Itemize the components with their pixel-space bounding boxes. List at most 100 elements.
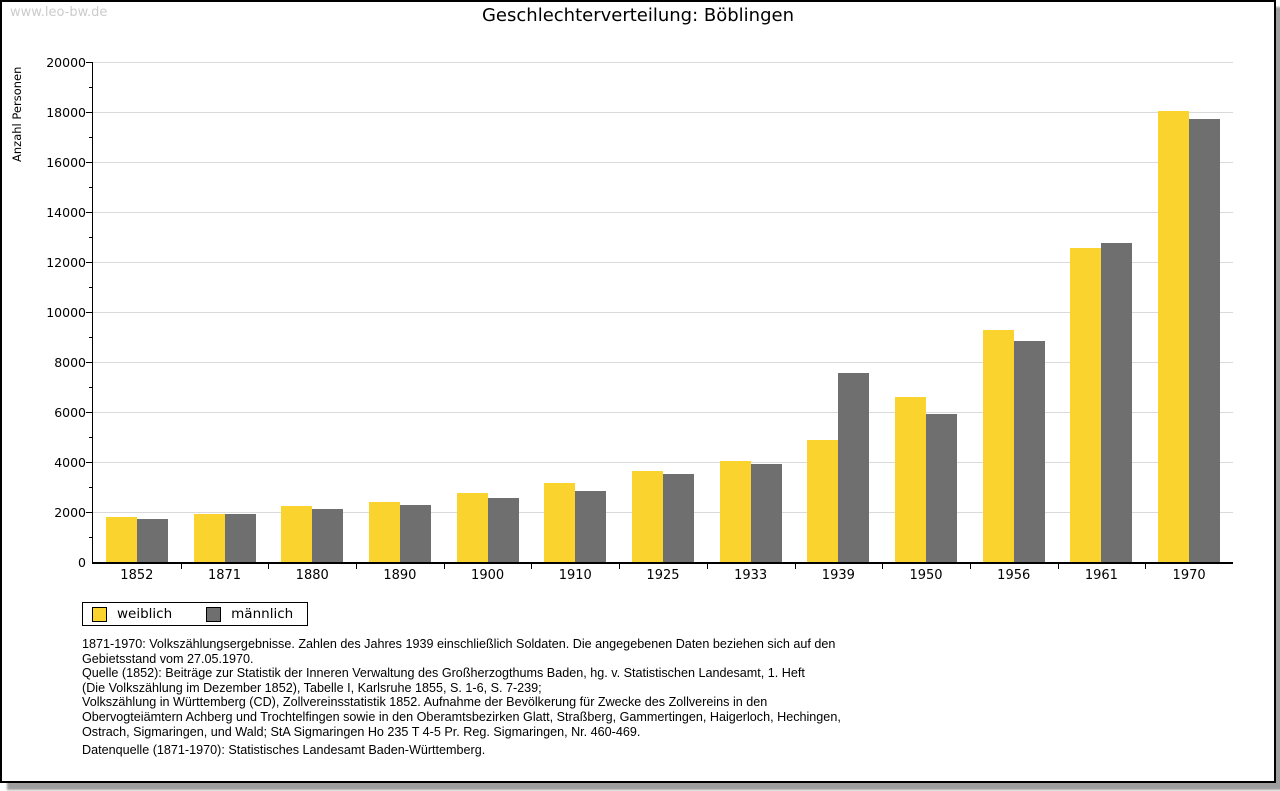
gridline	[93, 262, 1233, 263]
x-tick-label: 1900	[471, 568, 505, 583]
bar-männlich	[926, 413, 958, 562]
bar-group	[970, 62, 1058, 562]
y-tick-label: 4000	[54, 455, 86, 470]
x-tick-label: 1871	[207, 568, 242, 583]
y-tick	[86, 162, 93, 163]
footnote-line: Obervogteiämtern Achberg und Trochtelfin…	[82, 709, 841, 724]
x-boundary-tick	[882, 564, 884, 569]
x-boundary-tick	[706, 564, 708, 569]
footnote-line: Volkszählung in Württemberg (CD), Zollve…	[82, 695, 768, 710]
x-tick-label: 1933	[734, 568, 768, 583]
bar-männlich	[399, 504, 431, 562]
bar-männlich	[575, 490, 607, 562]
y-tick	[89, 337, 93, 338]
x-boundary-tick	[443, 564, 445, 569]
y-tick	[86, 62, 93, 63]
y-tick	[86, 462, 93, 463]
gridline	[93, 112, 1233, 113]
bar-männlich	[136, 519, 168, 562]
y-tick-label: 0	[78, 555, 86, 570]
footnote-line: Gebietsstand vom 27.05.1970.	[82, 651, 254, 666]
bar-männlich	[1013, 340, 1045, 562]
y-tick	[89, 187, 93, 188]
bar-weiblich	[982, 329, 1014, 562]
footnote-line: Quelle (1852): Beiträge zur Statistik de…	[82, 666, 805, 681]
x-boundary-tick	[794, 564, 796, 569]
bar-group	[444, 62, 532, 562]
x-boundary-tick	[1145, 564, 1147, 569]
datasource-line: Datenquelle (1871-1970): Statistisches L…	[82, 743, 486, 757]
bar-männlich	[662, 473, 694, 562]
bar-männlich	[750, 463, 782, 562]
bar-groups	[93, 62, 1233, 562]
bar-männlich	[838, 373, 870, 562]
x-tick-label: 1890	[383, 568, 417, 583]
bar-weiblich	[631, 470, 663, 562]
bar-group	[356, 62, 444, 562]
legend-swatch	[206, 606, 222, 622]
y-tick	[89, 287, 93, 288]
bar-group	[707, 62, 795, 562]
footnote-line: (Die Volkszählung im Dezember 1852), Tab…	[82, 680, 542, 695]
footnote-line: 1871-1970: Volkszählungsergebnisse. Zahl…	[82, 637, 836, 651]
bar-männlich	[487, 498, 519, 562]
x-tick-label: 1910	[558, 568, 592, 583]
gridline	[93, 162, 1233, 163]
bar-group	[93, 62, 181, 562]
x-tick-label: 1852	[120, 568, 154, 583]
bar-weiblich	[807, 439, 839, 562]
y-tick	[89, 87, 93, 88]
gridline	[93, 462, 1233, 463]
x-axis-labels: 1852 1871 1880 1890 1900 1910 1925 1933 1939 1950…	[93, 568, 1233, 583]
x-boundary-tick	[356, 564, 358, 569]
legend: weiblich männlich	[82, 602, 309, 626]
x-boundary-tick	[969, 564, 971, 569]
x-tick-label: 1880	[295, 568, 329, 583]
y-tick	[86, 512, 93, 513]
y-tick	[86, 262, 93, 263]
y-tick	[86, 112, 93, 113]
x-tick-label: 1956	[997, 568, 1031, 583]
bar-weiblich	[281, 506, 313, 562]
gridline	[93, 62, 1233, 63]
bar-männlich	[312, 508, 344, 562]
bar-group	[1145, 62, 1233, 562]
gridline	[93, 412, 1233, 413]
y-tick-label: 8000	[54, 355, 86, 370]
x-tick-label: 1970	[1172, 568, 1206, 583]
footnote-line: Ostrach, Sigmaringen, und Wald; StA Sigm…	[82, 724, 641, 739]
bar-group	[268, 62, 356, 562]
bar-group	[1058, 62, 1146, 562]
y-tick	[86, 212, 93, 213]
x-boundary-tick	[531, 564, 533, 569]
y-tick-label: 18000	[46, 105, 86, 120]
y-tick	[89, 387, 93, 388]
gridline	[93, 212, 1233, 213]
y-tick	[89, 487, 93, 488]
bar-weiblich	[1158, 111, 1190, 562]
y-tick-label: 2000	[54, 505, 86, 520]
bar-weiblich	[895, 396, 927, 562]
y-tick	[86, 362, 93, 363]
y-tick-label: 10000	[46, 305, 86, 320]
plot-area: 1852 1871 1880 1890 1900 1910 1925 1933 1939 1950…	[46, 55, 1233, 583]
chart-title: Geschlechterverteilung: Böblingen	[481, 5, 794, 26]
x-tick-label: 1950	[909, 568, 943, 583]
y-tick	[86, 312, 93, 313]
bar-weiblich	[368, 502, 400, 562]
bar-männlich	[1189, 118, 1221, 562]
legend-label: männlich	[231, 606, 294, 622]
bar-group	[619, 62, 707, 562]
bar-weiblich	[105, 516, 137, 562]
x-boundary-tick	[1057, 564, 1059, 569]
y-tick-label: 14000	[46, 205, 86, 220]
bar-männlich	[224, 514, 256, 562]
x-tick-label: 1939	[821, 568, 855, 583]
bar-group	[882, 62, 970, 562]
legend-label: weiblich	[117, 606, 173, 622]
x-boundary-tick	[619, 564, 621, 569]
y-tick	[86, 412, 93, 413]
bar-group	[795, 62, 883, 562]
gridline	[93, 362, 1233, 363]
